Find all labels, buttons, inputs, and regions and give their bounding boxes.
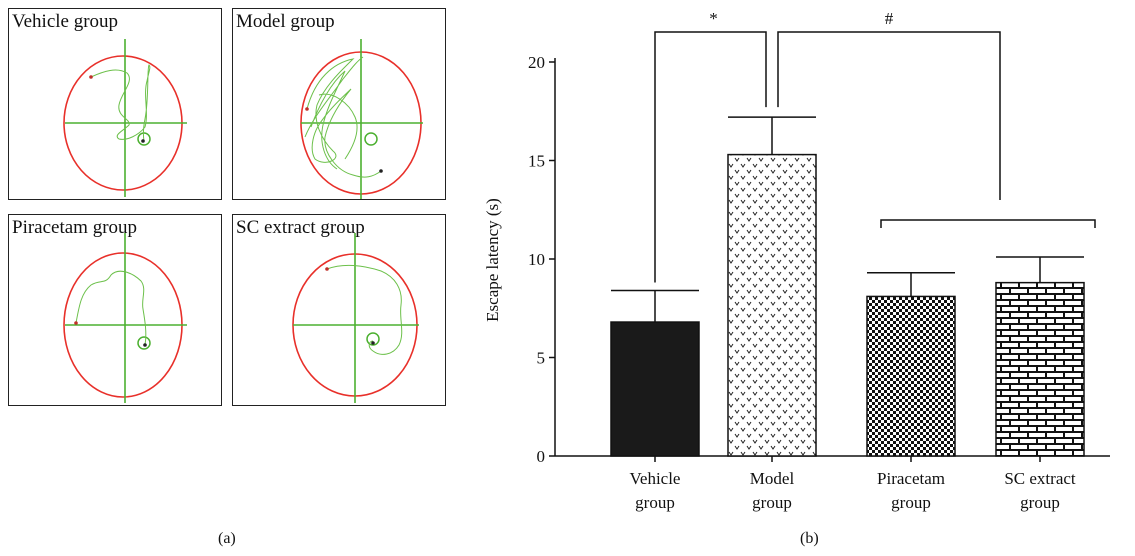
y-tick-label: 5	[537, 349, 546, 368]
track-panel-sc-extract: SC extract group	[232, 214, 446, 406]
bracket-hash	[777, 31, 1001, 200]
panel-title-sc-extract: SC extract group	[236, 217, 365, 238]
track-panel-vehicle: Vehicle group	[8, 8, 222, 200]
x-tick-label: group	[635, 493, 675, 512]
y-axis-label: Escape latency (s)	[483, 198, 502, 322]
swim-track-model	[300, 39, 423, 199]
significance-brackets: * #	[654, 9, 1096, 283]
y-tick-label: 10	[528, 250, 545, 269]
significance-star: *	[709, 9, 718, 28]
chart-bars	[610, 116, 1085, 457]
y-tick-label: 20	[528, 53, 545, 72]
bar	[727, 153, 817, 457]
escape-latency-bar-chart: 0 5 10 15 20 Vehicle group Model group Piracetam g…	[483, 9, 1110, 512]
bracket-group	[880, 219, 1096, 228]
bracket-star	[654, 31, 767, 283]
caption-a: (a)	[218, 530, 236, 547]
x-tick-label: SC extract	[1004, 469, 1076, 488]
bar	[866, 295, 956, 457]
swim-track-piracetam	[63, 233, 187, 403]
x-tick-label: group	[1020, 493, 1060, 512]
panel-title-model: Model group	[236, 11, 335, 32]
caption-b: (b)	[800, 530, 819, 547]
x-tick-label: Piracetam	[877, 469, 945, 488]
bar	[995, 281, 1085, 457]
x-tick-label: group	[891, 493, 931, 512]
bar	[610, 321, 700, 457]
track-panel-piracetam: Piracetam group	[8, 214, 222, 406]
x-tick-label: group	[752, 493, 792, 512]
track-panel-model: Model group	[232, 8, 446, 200]
x-tick-label: Model	[750, 469, 795, 488]
panel-title-vehicle: Vehicle group	[12, 11, 119, 32]
x-tick-label: Vehicle	[630, 469, 681, 488]
panel-title-piracetam: Piracetam group	[12, 217, 138, 238]
swim-track-sc-extract	[292, 233, 419, 403]
significance-hash: #	[885, 9, 894, 28]
swim-track-vehicle	[63, 39, 187, 197]
y-tick-label: 0	[537, 447, 546, 466]
y-tick-label: 15	[528, 152, 545, 171]
